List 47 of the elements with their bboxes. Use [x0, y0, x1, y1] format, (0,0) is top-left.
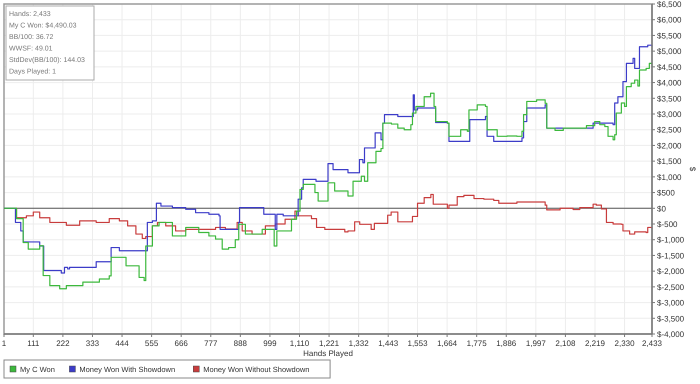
y-tick-label: $6,000 [657, 16, 682, 25]
x-tick-label: 1,997 [526, 339, 546, 348]
x-tick-label: 1,886 [496, 339, 517, 348]
y-tick-label: $3,000 [657, 110, 682, 119]
y-tick-label: $4,500 [657, 62, 682, 72]
x-tick-label: 2,108 [555, 339, 576, 348]
y-tick-label: $5,500 [657, 31, 682, 40]
x-tick-label: 222 [56, 339, 70, 348]
y-tick-label: $4,000 [657, 78, 682, 88]
y-tick-label: $1,500 [657, 157, 682, 166]
y-tick-label: $0 [657, 204, 666, 214]
y-tick-label: $5,000 [657, 47, 682, 56]
y-tick-label: $-1,500 [657, 251, 685, 260]
x-tick-label: 444 [115, 339, 130, 348]
x-tick-label: 1,664 [437, 339, 458, 348]
y-tick-label: $2,500 [657, 126, 682, 135]
x-tick-label: 999 [263, 339, 278, 348]
x-tick-label: 2,219 [584, 339, 606, 348]
y-tick-label: $6,500 [657, 0, 682, 9]
x-tick-label: 1,221 [319, 339, 340, 348]
y-tick-label: $1,000 [657, 172, 682, 182]
y-tick-label: $3,500 [657, 94, 682, 104]
x-tick-label: 1 [2, 339, 7, 348]
y-tick-label: $500 [657, 188, 676, 198]
x-tick-label: 555 [144, 339, 159, 348]
y-tick-label: $-2,500 [657, 282, 685, 292]
x-tick-label: 666 [174, 339, 188, 348]
x-tick-label: 888 [234, 339, 248, 348]
y-tick-label: $-4,000 [657, 330, 685, 339]
y-tick-label: $-1,000 [657, 236, 685, 245]
y-tick-label: $-500 [657, 220, 678, 229]
x-tick-label: 2,433 [642, 339, 663, 348]
x-axis-title: Hands Played [303, 349, 353, 358]
y-tick-label: $2,000 [657, 141, 682, 150]
x-tick-label: 111 [27, 339, 40, 348]
x-tick-label: 1,775 [466, 339, 488, 348]
y-tick-label: $-2,000 [657, 267, 685, 276]
x-tick-label: 2,330 [614, 339, 636, 348]
x-tick-label: 333 [86, 339, 100, 348]
y-axis-title: $ [688, 166, 697, 172]
x-tick-label: 777 [204, 339, 218, 348]
y-tick-label: $-3,500 [657, 314, 685, 324]
x-tick-label: 1,110 [290, 339, 310, 348]
y-tick-label: $-3,000 [657, 298, 685, 308]
x-tick-label: 1,332 [348, 339, 370, 348]
x-tick-label: 1,553 [408, 339, 428, 348]
x-tick-label: 1,443 [378, 339, 399, 348]
